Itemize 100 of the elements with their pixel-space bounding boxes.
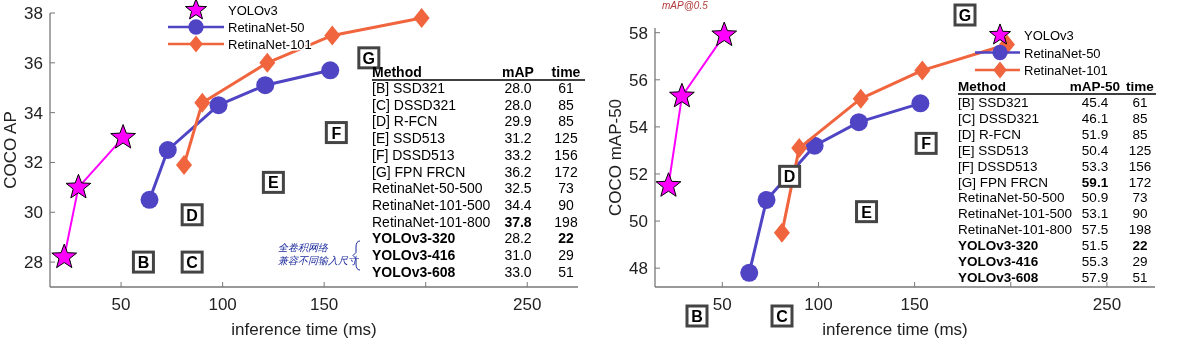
- annotation: D: [180, 203, 204, 227]
- annotation: 90: [558, 196, 574, 213]
- annotation: F: [331, 124, 342, 142]
- annotation: 28.0: [504, 96, 532, 113]
- annotation: [F] DSSD513: [958, 158, 1038, 174]
- annotation: YOLOv3-608: [372, 263, 456, 280]
- annotation: C: [186, 254, 199, 272]
- annotation: 51: [558, 263, 574, 280]
- annotation: YOLOv3-320: [372, 230, 456, 247]
- annotation: YOLOv3-320: [958, 238, 1039, 254]
- y-tick-label: 52: [629, 164, 648, 184]
- annotation: 全卷积网络: [278, 242, 329, 253]
- annotation: 57.5: [1081, 222, 1109, 238]
- annotation: 22: [558, 230, 574, 247]
- annotation: 156: [554, 146, 578, 163]
- annotation: 29: [1132, 254, 1148, 269]
- annotation: [C] DSSD321: [958, 110, 1040, 126]
- annotation: [E] SSD513: [958, 142, 1029, 158]
- annotation: 29: [558, 247, 574, 263]
- annotation: 34.4: [504, 196, 532, 213]
- y-tick-label: 56: [629, 70, 648, 90]
- y-tick-label: 38: [24, 4, 43, 23]
- annotation: 198: [1128, 222, 1152, 238]
- annotation: 73: [1132, 190, 1148, 206]
- annotation: 85: [558, 96, 574, 113]
- annotation: 55.3: [1081, 254, 1109, 269]
- text: mAP@0.5: [662, 0, 709, 11]
- y-tick-label: 54: [629, 117, 648, 137]
- annotation: B: [137, 254, 150, 272]
- annotation: RetinaNet-50-500: [958, 190, 1065, 206]
- x-tick-label: 250: [513, 295, 542, 314]
- legend-label: YOLOv3: [228, 3, 278, 18]
- annotation: C: [180, 250, 204, 274]
- annotation: 51: [1132, 269, 1148, 285]
- annotation: 90: [1132, 206, 1148, 222]
- annotation: 156: [1128, 158, 1152, 174]
- y-tick-label: 48: [629, 259, 648, 279]
- annotation: RetinaNet-101-800: [958, 222, 1073, 238]
- y-tick-label: 30: [24, 203, 43, 223]
- annotation: 172: [1128, 174, 1152, 190]
- annotation: RetinaNet-101-800: [372, 213, 491, 230]
- x-tick-label: 50: [111, 295, 131, 314]
- y-tick-label: 32: [24, 153, 43, 173]
- annotation: D: [186, 206, 198, 224]
- annotation: 61: [1132, 95, 1148, 110]
- annotation: mAP-50: [1069, 79, 1121, 94]
- x-tick-label: 150: [309, 295, 339, 314]
- annotation: B: [131, 250, 155, 274]
- annotation: [B] SSD321: [958, 95, 1029, 110]
- x-tick-label: 100: [804, 295, 833, 314]
- annotation: [D] R-FCN: [958, 126, 1021, 142]
- y-axis-title: COCO AP: [1, 111, 20, 189]
- annotation: 61: [558, 80, 574, 96]
- y-tick-label: 28: [24, 253, 43, 273]
- annotation: 172: [554, 163, 578, 180]
- annotation: C: [770, 304, 794, 328]
- x-tick-label: 150: [900, 295, 929, 314]
- annotation: RetinaNet-50-500: [372, 180, 483, 197]
- y-tick-label: 58: [629, 23, 648, 43]
- annotation: 198: [554, 213, 578, 230]
- annotation: [G] FPN FRCN: [372, 163, 466, 180]
- annotation: D: [783, 168, 796, 186]
- annotation: [C] DSSD321: [372, 96, 457, 113]
- annotation: [D] R-FCN: [372, 113, 438, 130]
- annotation: 85: [1132, 126, 1148, 142]
- annotation: RetinaNet-101-500: [372, 196, 491, 213]
- annotation: 53.3: [1081, 158, 1109, 174]
- annotation: 33.0: [504, 263, 532, 280]
- annotation: 31.2: [504, 130, 532, 147]
- annotation: D: [778, 164, 802, 188]
- annotation: YOLOv3-416: [958, 254, 1039, 269]
- annotation: 125: [1128, 142, 1152, 158]
- y-tick-label: 50: [629, 212, 648, 232]
- annotation: 28.0: [504, 80, 532, 96]
- annotation: 59.1: [1081, 174, 1109, 190]
- y-tick-label: 36: [24, 53, 43, 73]
- legend-label: RetinaNet-101: [228, 37, 312, 52]
- annotation: 85: [558, 113, 574, 130]
- annotation: 36.2: [504, 163, 532, 180]
- annotation: G: [362, 49, 376, 67]
- annotation: 51.9: [1081, 126, 1109, 142]
- legend-label: RetinaNet-50: [1024, 45, 1101, 61]
- annotation: 46.1: [1081, 110, 1109, 126]
- annotation: 51.5: [1081, 238, 1109, 254]
- annotation: 28.2: [504, 230, 532, 247]
- x-axis-title: inference time (ms): [231, 320, 377, 339]
- annotation: E: [855, 200, 879, 224]
- annotation: 53.1: [1081, 206, 1109, 222]
- x-tick-label: 50: [712, 295, 732, 314]
- annotation: E: [268, 174, 280, 192]
- annotation: [G] FPN FRCN: [958, 174, 1048, 190]
- legend-label: RetinaNet-101: [1024, 63, 1108, 78]
- annotation: 50.4: [1081, 142, 1109, 158]
- x-axis-title: inference time (ms): [822, 320, 968, 339]
- annotation: 31.0: [504, 247, 532, 263]
- x-tick-label: 100: [208, 295, 237, 314]
- annotation: Method: [958, 79, 1006, 94]
- annotation: 50.9: [1081, 190, 1109, 206]
- y-axis-title: COCO mAP-50: [606, 98, 625, 217]
- legend-label: RetinaNet-50: [228, 20, 305, 35]
